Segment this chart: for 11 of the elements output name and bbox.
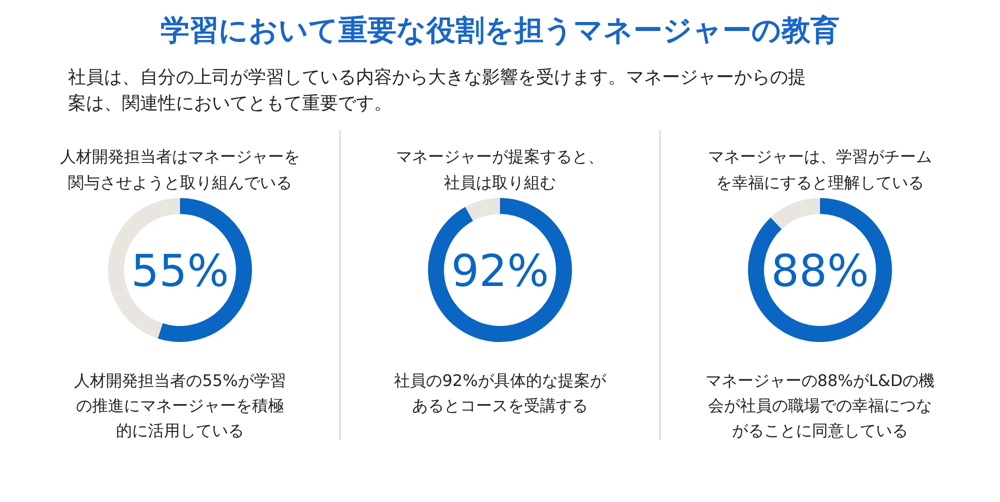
chart-title: マネージャーは、学習がチームを幸福にすると理解している — [708, 147, 932, 192]
chart-title: マネージャーが提案すると、社員は取り組む — [396, 147, 604, 192]
text: マネージャーの88%がL&Dの機会が社員の職場での幸福につながることに同意している — [705, 371, 935, 440]
text: 人材開発担当者の55%が学習の推進にマネージャーを積極的に活用している — [74, 371, 286, 440]
data-label: 88% — [771, 246, 869, 297]
text: 社員は、自分の上司が学習している内容から大きな影響を受けます。マネージャーからの提案は、関連性においてともて重要です。 — [68, 67, 806, 114]
data-label: 92% — [451, 246, 549, 297]
data-label: 55% — [131, 246, 229, 297]
chart-title: 人材開発担当者はマネージャーを関与させようと取り組んでいる — [60, 147, 300, 192]
text: 学習において重要な役割を担うマネージャーの教育 — [160, 13, 840, 47]
text: 社員の92%が具体的な提案があるとコースを受講する — [394, 371, 607, 415]
